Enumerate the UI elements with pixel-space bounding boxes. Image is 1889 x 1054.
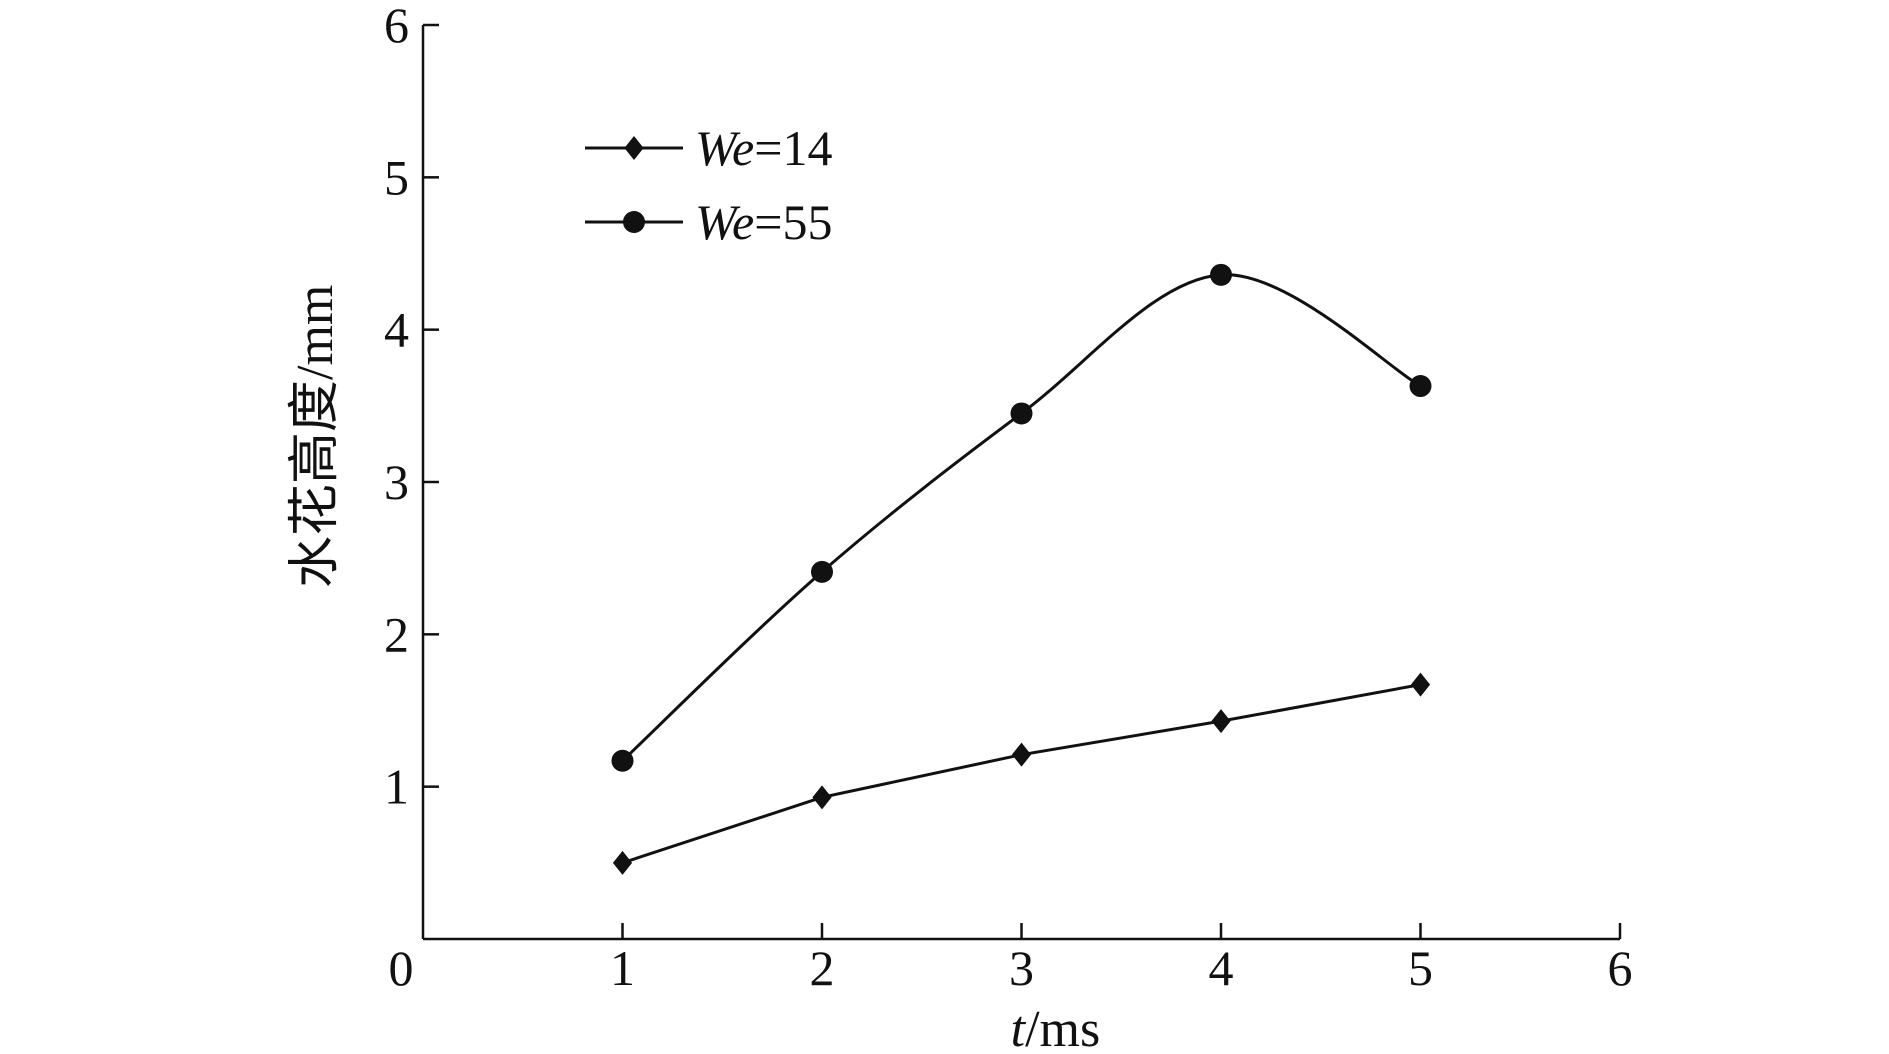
legend-item-we55: We=55 <box>585 194 832 250</box>
x-tick-label: 4 <box>1209 940 1234 996</box>
legend-label-we55: We=55 <box>695 194 832 250</box>
y-tick-label: 2 <box>384 606 409 662</box>
legend-diamond-marker <box>624 136 644 160</box>
x-tick-label: 6 <box>1608 940 1633 996</box>
data-point-circle <box>1010 402 1033 425</box>
y-tick-label: 1 <box>384 759 409 815</box>
data-point-diamond <box>1211 709 1231 734</box>
axes: 0 1 2 3 4 5 6 1 2 3 4 5 6 <box>384 0 1633 996</box>
data-point-circle <box>1409 375 1432 398</box>
x-tick-label: 2 <box>810 940 835 996</box>
y-tick-label: 6 <box>384 0 409 53</box>
data-point-diamond <box>812 785 832 810</box>
x-ticks: 0 1 2 3 4 5 6 <box>389 923 1633 996</box>
data-point-diamond <box>1410 672 1431 697</box>
legend-circle-marker <box>623 211 645 233</box>
legend-item-we14: We=14 <box>585 120 832 176</box>
x-axis-label-rest: /ms <box>1025 1001 1100 1054</box>
x-axis-label: t/ms <box>1011 1001 1101 1054</box>
y-axis-label: 水花高度/mm <box>287 285 344 588</box>
legend: We=14 We=55 <box>585 120 832 250</box>
y-tick-label: 5 <box>384 149 409 205</box>
data-point-circle <box>611 749 634 772</box>
x-axis-label-italic: t <box>1011 1001 1027 1054</box>
y-tick-label: 4 <box>384 302 409 358</box>
x-tick-label: 0 <box>389 940 414 996</box>
x-tick-label: 5 <box>1408 940 1433 996</box>
series-layer <box>611 263 1432 875</box>
legend-label-we14-rest: =14 <box>754 120 832 176</box>
x-tick-label: 3 <box>1009 940 1034 996</box>
legend-label-we55-rest: =55 <box>754 194 832 250</box>
series-line-1 <box>621 273 1422 762</box>
x-tick-label: 1 <box>610 940 635 996</box>
legend-label-we14-italic: We <box>695 120 754 176</box>
series-line-0 <box>622 683 1421 865</box>
data-point-diamond <box>612 850 633 875</box>
data-point-circle <box>811 560 833 583</box>
y-tick-label: 3 <box>384 454 409 510</box>
data-point-diamond <box>1011 742 1032 767</box>
legend-label-we55-italic: We <box>695 194 754 250</box>
y-ticks: 1 2 3 4 5 6 <box>384 0 439 815</box>
legend-label-we14: We=14 <box>695 120 832 176</box>
data-point-circle <box>1210 263 1232 286</box>
